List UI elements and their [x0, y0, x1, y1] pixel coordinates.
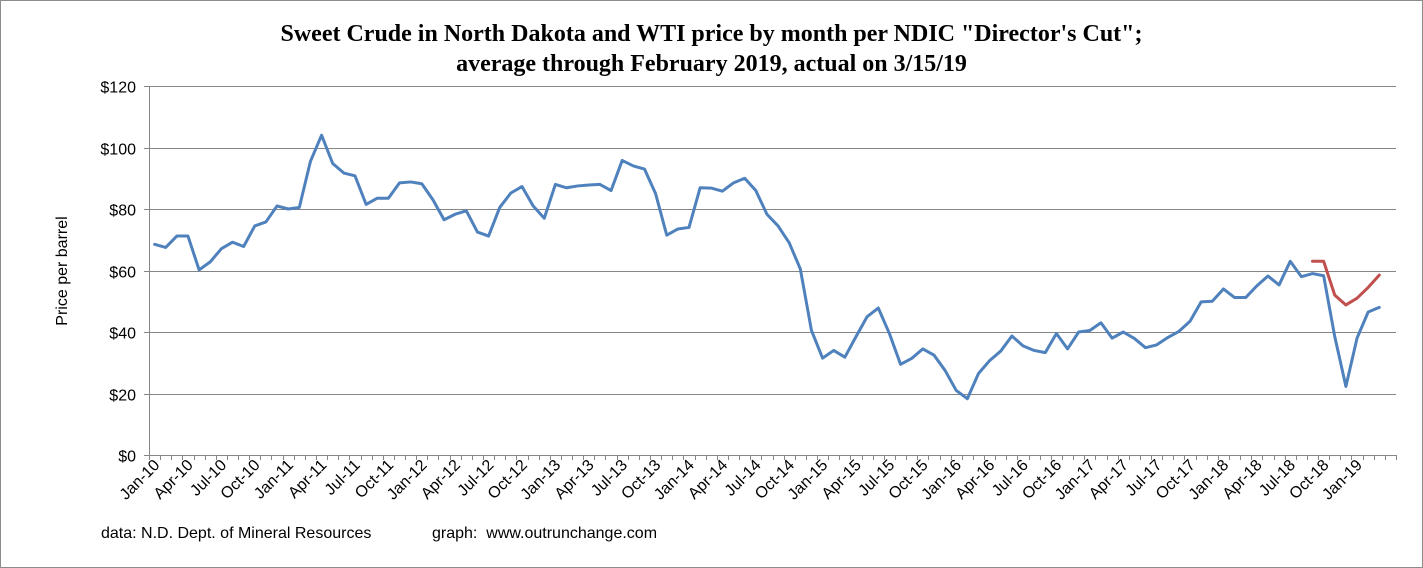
- y-tick-label: $120: [100, 80, 136, 97]
- y-tick-label: $40: [109, 326, 136, 343]
- series-lines: [153, 133, 1381, 401]
- chart-title: Sweet Crude in North Dakota and WTI pric…: [0, 19, 1423, 79]
- chart-title-line2: average through February 2019, actual on…: [456, 51, 967, 77]
- series-line-1: [153, 133, 1381, 401]
- data-source-note: data: N.D. Dept. of Mineral Resources: [101, 525, 372, 542]
- graph-credit-note: graph: www.outrunchange.com: [432, 525, 658, 542]
- y-tick-label: $80: [109, 203, 136, 220]
- y-tick-label: $0: [118, 449, 136, 466]
- gridlines: [149, 86, 1396, 395]
- x-axis-ticks: Jan-10Apr-10Jul-10Oct-10Jan-11Apr-11Jul-…: [117, 455, 1397, 503]
- y-tick-label: $20: [109, 388, 136, 405]
- x-tick-label: Apr-11: [285, 457, 330, 502]
- series-line-2: [1311, 259, 1381, 307]
- axes: [149, 86, 1396, 456]
- y-tick-label: $100: [100, 142, 136, 159]
- y-tick-label: $60: [109, 265, 136, 282]
- y-axis-ticks: $0 $20 $40 $60 $80 $100 $120: [100, 80, 149, 466]
- chart-title-line1: Sweet Crude in North Dakota and WTI pric…: [280, 21, 1143, 47]
